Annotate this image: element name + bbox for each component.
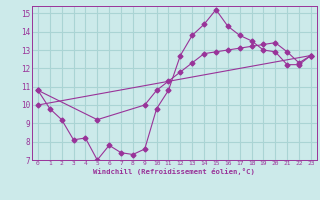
X-axis label: Windchill (Refroidissement éolien,°C): Windchill (Refroidissement éolien,°C) (93, 168, 255, 175)
